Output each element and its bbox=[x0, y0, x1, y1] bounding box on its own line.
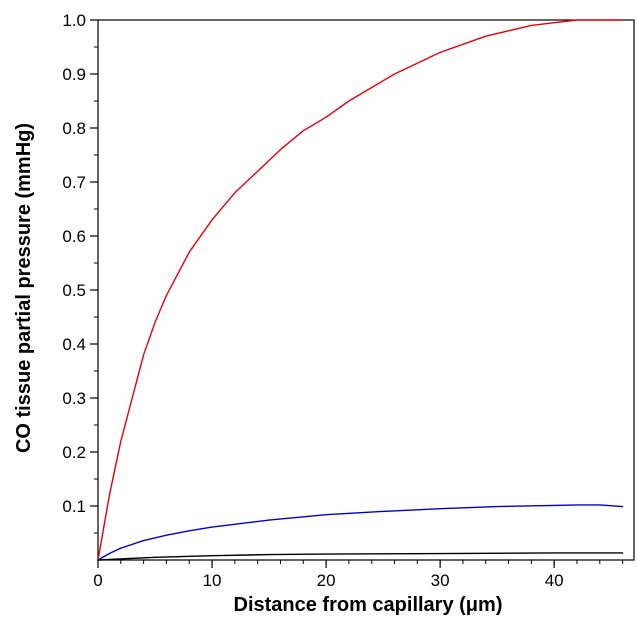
y-axis-title: CO tissue partial pressure (mmHg) bbox=[13, 123, 35, 453]
y-tick-label: 0.4 bbox=[62, 335, 86, 354]
x-tick-label: 0 bbox=[93, 571, 102, 590]
x-tick-label: 30 bbox=[431, 571, 450, 590]
x-tick-label: 10 bbox=[203, 571, 222, 590]
x-tick-label: 20 bbox=[317, 571, 336, 590]
series-group bbox=[97, 19, 624, 561]
y-tick-label: 1.0 bbox=[62, 11, 86, 30]
y-tick-label: 0.2 bbox=[62, 443, 86, 462]
y-tick-label: 0.7 bbox=[62, 173, 86, 192]
axes: 0.1 0.2 0.3 0.4 0.5 0.6 0.7 0.8 0.9 1.0 0 10 20 30 40 bbox=[62, 11, 624, 590]
y-tick-label: 0.8 bbox=[62, 119, 86, 138]
series-line-1 bbox=[97, 19, 624, 561]
y-tick-label: 0.9 bbox=[62, 65, 86, 84]
plot-frame bbox=[97, 19, 635, 561]
series-line-3 bbox=[97, 552, 624, 561]
y-tick-label: 0.6 bbox=[62, 227, 86, 246]
x-tick-label: 40 bbox=[545, 571, 564, 590]
series-line-2 bbox=[97, 504, 624, 561]
x-axis-title: Distance from capillary (μm) bbox=[234, 594, 503, 616]
plot-area bbox=[97, 19, 635, 561]
y-tick-label: 0.5 bbox=[62, 281, 86, 300]
y-tick-label: 0.3 bbox=[62, 389, 86, 408]
y-tick-label: 0.1 bbox=[62, 497, 86, 516]
